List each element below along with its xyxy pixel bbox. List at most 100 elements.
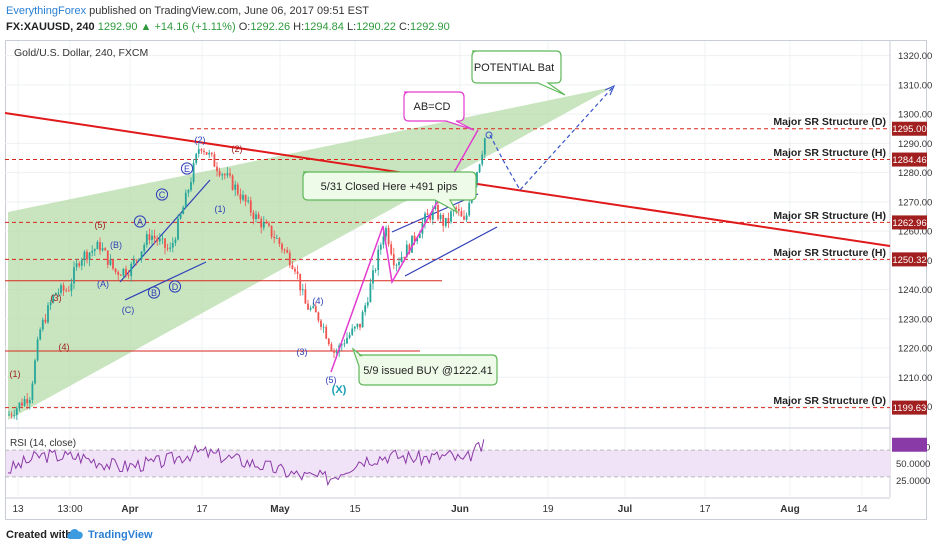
price-tick: 1210.00 <box>898 373 932 384</box>
candle-body <box>247 200 250 202</box>
candle-body <box>138 258 140 260</box>
candle-body <box>294 268 296 272</box>
ohlc-close-value: 1292.90 <box>409 21 450 33</box>
candle-body <box>275 238 278 239</box>
candle-body <box>184 192 187 208</box>
candle-body <box>164 238 166 248</box>
ohlc-open-value: 1292.26 <box>250 21 291 33</box>
candle-body <box>270 225 273 237</box>
candle-body <box>18 402 21 409</box>
candle-body <box>366 302 369 306</box>
candle-body <box>244 195 247 202</box>
candle-body <box>75 263 78 268</box>
price-label-box <box>892 400 927 415</box>
candle-body <box>252 212 255 220</box>
price-label: 1199.63 <box>893 403 927 414</box>
candle-body <box>369 283 372 303</box>
chart-header: EverythingForex published on TradingView… <box>0 0 932 40</box>
wave-label: E <box>184 164 190 174</box>
candle-body <box>481 154 484 165</box>
time-tick: Jun <box>451 504 469 515</box>
candle-body <box>221 174 224 176</box>
sr-label: Major SR Structure (H) <box>773 210 886 222</box>
candle-body <box>411 235 413 253</box>
published-text: published on TradingView.com, June 06, 2… <box>86 5 370 17</box>
candle-body <box>346 337 348 344</box>
candle-body <box>83 251 86 261</box>
candle-body <box>158 238 161 242</box>
candle-body <box>88 252 91 260</box>
wedge-shade <box>8 87 613 420</box>
candle-body <box>213 154 216 167</box>
candle-body <box>93 249 96 251</box>
callouts: POTENTIAL Bat AB=CD 5/31 Closed Here +491 … <box>302 50 566 386</box>
candle-body <box>197 149 200 154</box>
candle-body <box>44 319 47 323</box>
callout-bat-text: POTENTIAL Bat <box>474 62 554 74</box>
candle-body <box>317 312 320 321</box>
author-link[interactable]: EverythingForex <box>6 5 87 17</box>
candle-body <box>283 249 286 251</box>
candle-body <box>122 268 125 276</box>
wave-label: (1) <box>215 204 226 214</box>
candle-body <box>15 408 18 416</box>
wave-label: (4) <box>313 296 324 306</box>
price-label: 1250.32 <box>892 255 926 266</box>
candle-body <box>335 352 338 353</box>
candle-body <box>359 323 361 328</box>
tradingview-brand[interactable]: TradingView <box>88 529 153 541</box>
ohlc-high-label: H: <box>293 21 305 33</box>
wave-label: (5) <box>326 375 337 385</box>
callout-abcd-bubble <box>403 91 475 131</box>
ohlc-low-label: L: <box>346 21 357 33</box>
candle-body <box>60 285 62 293</box>
candle-body <box>99 242 101 251</box>
candle-body <box>291 265 294 269</box>
abcd-pattern <box>330 129 479 373</box>
candle-body <box>457 208 460 212</box>
wave-label: (1) <box>10 369 21 379</box>
price-label: 1262.96 <box>892 218 926 229</box>
candle-body <box>312 306 315 308</box>
candle-body <box>426 213 429 215</box>
candle-body <box>104 248 107 251</box>
wave-label: A <box>137 217 143 227</box>
wave-circle <box>168 280 182 293</box>
candle-body <box>57 292 60 294</box>
candle-body <box>281 243 283 250</box>
candle-body <box>36 339 39 361</box>
candle-body <box>356 323 359 327</box>
wave-circle <box>147 286 161 299</box>
sr-label: Major SR Structure (H) <box>773 247 886 259</box>
wave-label: (5) <box>95 220 106 230</box>
sr-label: Major SR Structure (D) <box>773 395 886 407</box>
wave-label: (X) <box>332 384 347 396</box>
candle-body <box>286 250 289 253</box>
candle-body <box>182 207 185 215</box>
price-tick: 1290.00 <box>898 139 932 150</box>
price-tick: 1310.00 <box>898 80 932 91</box>
candle-body <box>169 247 172 249</box>
time-tick: Jul <box>618 504 633 515</box>
time-tick: Aug <box>780 504 799 515</box>
candle-body <box>309 307 312 310</box>
candle-body <box>13 415 16 416</box>
candle-body <box>208 152 211 155</box>
candle-body <box>106 250 109 265</box>
candle-body <box>361 312 364 328</box>
wave-circle <box>133 215 147 228</box>
candle-body <box>130 263 133 276</box>
candle-body <box>372 270 374 284</box>
candle-body <box>31 383 34 401</box>
callout-abcd-text: AB=CD <box>414 101 451 113</box>
candle-body <box>41 319 44 330</box>
candle-body <box>226 173 229 176</box>
candle-body <box>398 261 400 265</box>
candle-body <box>177 218 179 240</box>
candle-body <box>288 252 291 266</box>
rsi-band <box>6 450 890 477</box>
candle-body <box>379 244 382 250</box>
candle-body <box>296 271 299 274</box>
candle-body <box>249 200 252 213</box>
